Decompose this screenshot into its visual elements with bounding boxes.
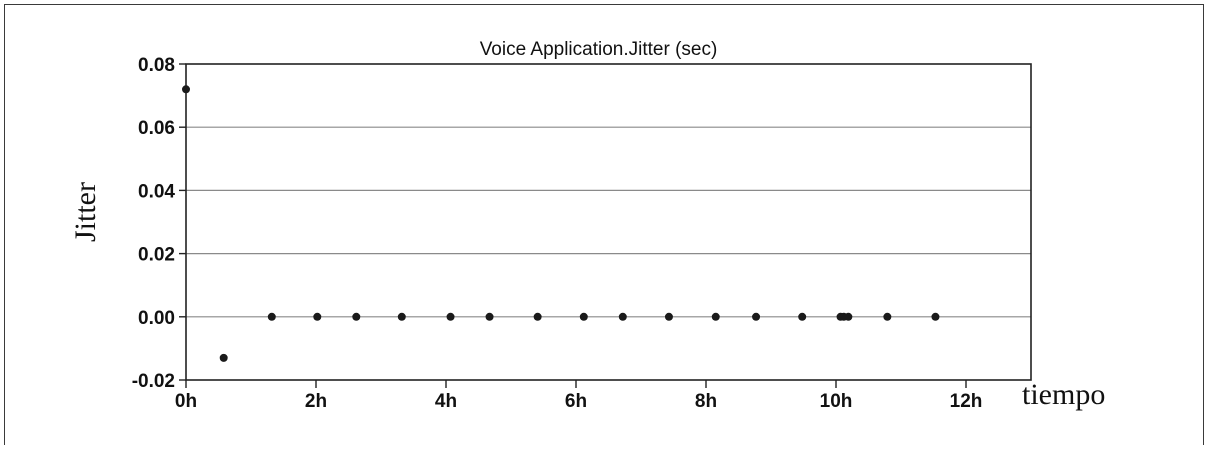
chart-title: Voice Application.Jitter (sec) — [480, 39, 718, 60]
y-tick-label: -0.02 — [132, 371, 175, 392]
x-tick-label: 10h — [820, 391, 853, 412]
figure-frame — [4, 4, 1204, 445]
y-tick-label: 0.04 — [138, 181, 175, 202]
y-axis-label: Jitter — [69, 182, 102, 242]
data-point — [446, 312, 455, 321]
data-point — [579, 312, 588, 321]
gridlines — [186, 126, 1031, 318]
y-tick-label: 0.08 — [138, 55, 175, 76]
data-point — [844, 312, 853, 321]
data-points — [182, 85, 940, 362]
y-tick-label: 0.06 — [138, 118, 175, 139]
data-point — [533, 312, 542, 321]
data-point — [664, 312, 673, 321]
data-point — [931, 312, 940, 321]
data-point — [752, 312, 761, 321]
x-tick-label: 12h — [950, 391, 983, 412]
x-axis-label: tiempo — [1022, 378, 1105, 411]
x-tick-label: 4h — [435, 391, 457, 412]
data-point — [711, 312, 720, 321]
data-point — [219, 353, 228, 362]
data-point — [485, 312, 494, 321]
data-point — [618, 312, 627, 321]
x-tick-label: 8h — [695, 391, 717, 412]
data-point — [182, 85, 190, 94]
data-point — [267, 312, 276, 321]
data-point — [883, 312, 892, 321]
y-tick-label: 0.00 — [138, 308, 175, 329]
data-point — [397, 312, 406, 321]
plot-area-border — [185, 63, 1032, 381]
y-axis-ticks: -0.02 0.00 0.02 0.04 0.06 0.08 — [132, 55, 186, 392]
x-tick-label: 0h — [175, 391, 197, 412]
y-tick-label: 0.02 — [138, 245, 175, 266]
data-point — [313, 312, 322, 321]
x-tick-label: 2h — [305, 391, 327, 412]
x-axis-ticks: 0h 2h 4h 6h 8h 10h 12h — [175, 380, 982, 412]
x-tick-label: 6h — [565, 391, 587, 412]
data-point — [352, 312, 361, 321]
data-point — [798, 312, 807, 321]
